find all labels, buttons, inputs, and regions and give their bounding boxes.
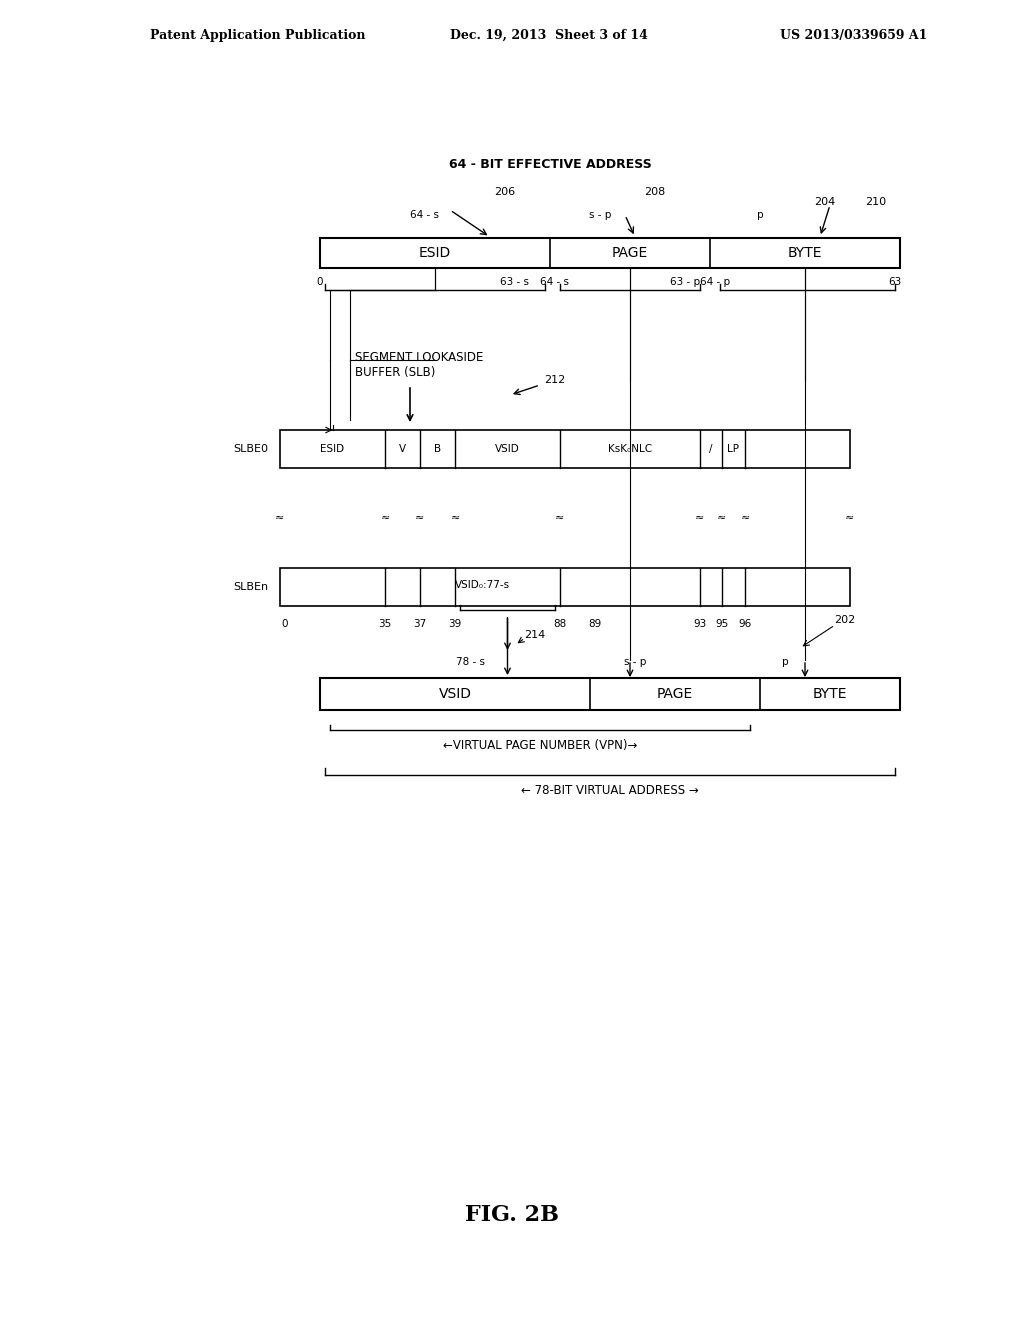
Text: 202: 202 [835, 615, 856, 624]
Text: ≈: ≈ [416, 513, 425, 523]
Text: 210: 210 [865, 197, 886, 207]
Text: Dec. 19, 2013  Sheet 3 of 14: Dec. 19, 2013 Sheet 3 of 14 [450, 29, 648, 41]
Text: KsK₀NLC: KsK₀NLC [608, 444, 652, 454]
Text: 96: 96 [738, 619, 752, 630]
Text: 0: 0 [282, 619, 288, 630]
Text: ≈: ≈ [380, 513, 390, 523]
Text: SEGMENT LOOKASIDE
BUFFER (SLB): SEGMENT LOOKASIDE BUFFER (SLB) [355, 351, 483, 379]
Bar [280, 430, 850, 469]
Text: 64 - BIT EFFECTIVE ADDRESS: 64 - BIT EFFECTIVE ADDRESS [449, 158, 651, 172]
Text: 212: 212 [545, 375, 565, 385]
Text: 35: 35 [379, 619, 391, 630]
Text: SLBEn: SLBEn [232, 582, 268, 591]
Text: 0: 0 [316, 277, 324, 286]
Text: VSID₀:77-s: VSID₀:77-s [455, 579, 510, 590]
Text: SLBE0: SLBE0 [233, 444, 268, 454]
Text: US 2013/0339659 A1: US 2013/0339659 A1 [780, 29, 928, 41]
Text: VSID: VSID [496, 444, 520, 454]
Bar [280, 568, 850, 606]
Text: 63 - s: 63 - s [501, 277, 529, 286]
Text: ≈: ≈ [718, 513, 727, 523]
Text: B: B [434, 444, 441, 454]
Text: ≈: ≈ [846, 513, 855, 523]
Text: ESID: ESID [419, 246, 452, 260]
Text: BYTE: BYTE [813, 686, 847, 701]
Text: 63 - p: 63 - p [670, 277, 700, 286]
Text: ≈: ≈ [275, 513, 285, 523]
Text: ≈: ≈ [695, 513, 705, 523]
Text: 78 - s: 78 - s [456, 657, 484, 667]
Text: Patent Application Publication: Patent Application Publication [150, 29, 366, 41]
Text: 39: 39 [449, 619, 462, 630]
Text: 206: 206 [495, 187, 515, 197]
Text: 64 - s: 64 - s [541, 277, 569, 286]
Text: 208: 208 [644, 187, 666, 197]
Text: 64 - p: 64 - p [700, 277, 730, 286]
Text: V: V [399, 444, 407, 454]
Text: 95: 95 [716, 619, 729, 630]
Text: 89: 89 [589, 619, 602, 630]
Text: ≈: ≈ [451, 513, 460, 523]
Text: s - p: s - p [624, 657, 646, 667]
Text: PAGE: PAGE [656, 686, 693, 701]
Text: p: p [757, 210, 763, 220]
Text: LP: LP [727, 444, 739, 454]
Text: ≈: ≈ [555, 513, 564, 523]
Bar [319, 678, 900, 710]
Text: 63: 63 [889, 277, 901, 286]
Text: 204: 204 [814, 197, 835, 207]
Text: 93: 93 [693, 619, 707, 630]
Text: FIG. 2B: FIG. 2B [465, 1204, 559, 1226]
Text: 214: 214 [524, 630, 546, 640]
Text: 88: 88 [553, 619, 566, 630]
Text: ≈: ≈ [740, 513, 750, 523]
Text: 64 - s: 64 - s [411, 210, 439, 220]
Text: ←VIRTUAL PAGE NUMBER (VPN)→: ←VIRTUAL PAGE NUMBER (VPN)→ [442, 738, 637, 751]
Text: p: p [781, 657, 788, 667]
Text: /: / [710, 444, 713, 454]
Text: s - p: s - p [589, 210, 611, 220]
Text: BYTE: BYTE [787, 246, 822, 260]
Bar [319, 238, 900, 268]
Text: 37: 37 [414, 619, 427, 630]
Text: ESID: ESID [321, 444, 344, 454]
Text: VSID: VSID [438, 686, 471, 701]
Text: ← 78-BIT VIRTUAL ADDRESS →: ← 78-BIT VIRTUAL ADDRESS → [521, 784, 698, 796]
Text: PAGE: PAGE [612, 246, 648, 260]
